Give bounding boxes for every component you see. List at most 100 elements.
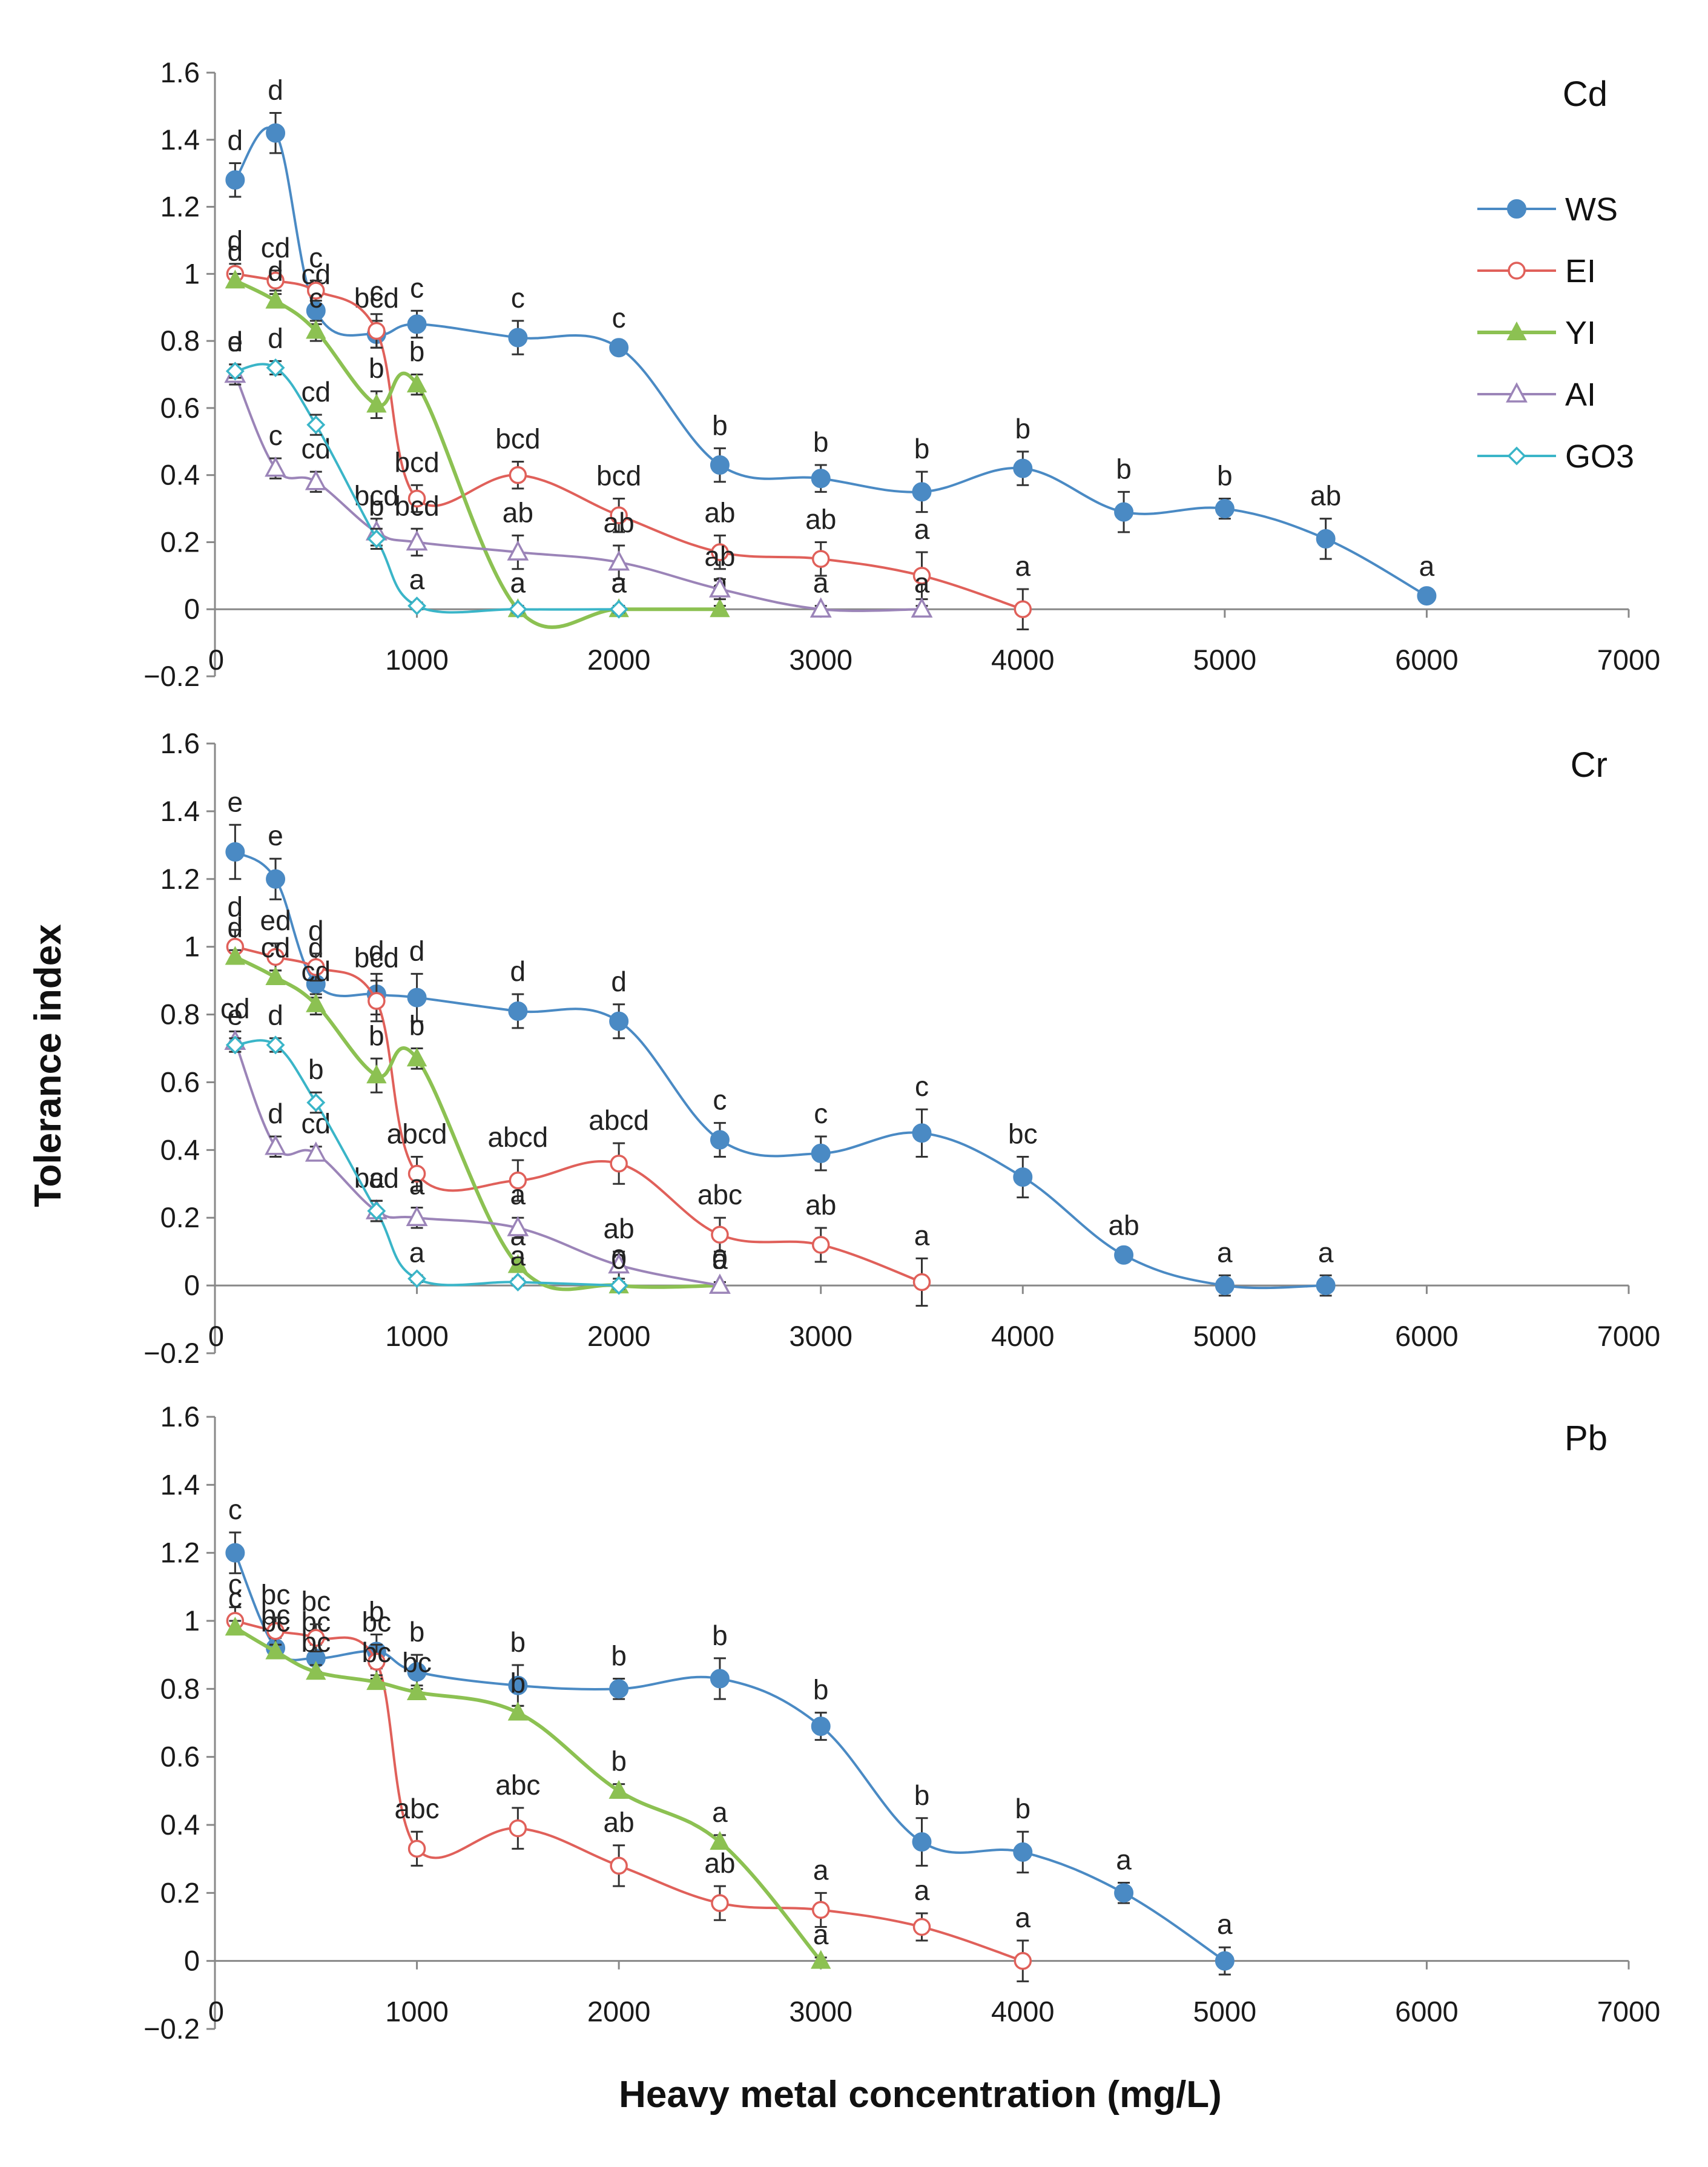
y-axis-title: Tolerance index xyxy=(27,924,69,1207)
significance-label: b xyxy=(611,1746,627,1777)
significance-label: b xyxy=(369,1595,384,1627)
y-tick-label: 0.8 xyxy=(160,1672,200,1704)
data-point xyxy=(609,338,629,358)
x-tick-label: 3000 xyxy=(789,1320,852,1352)
significance-label: a xyxy=(510,1179,526,1210)
significance-label: bc xyxy=(301,1626,331,1658)
legend-entry: EI xyxy=(1565,253,1596,289)
significance-label: a xyxy=(1318,1236,1334,1268)
significance-label: abc xyxy=(495,1769,540,1801)
x-tick-label: 0 xyxy=(208,1996,224,2028)
significance-label: cd xyxy=(261,232,291,263)
significance-label: c xyxy=(269,420,283,451)
significance-label: a xyxy=(1217,1908,1233,1940)
legend-marker xyxy=(1506,382,1528,403)
x-tick-label: 1000 xyxy=(385,1320,449,1352)
data-point xyxy=(407,314,427,334)
significance-label: e xyxy=(228,786,243,817)
x-tick-label: 4000 xyxy=(991,644,1055,676)
significance-label: b xyxy=(1015,1793,1030,1824)
significance-label: ab xyxy=(503,496,533,528)
legend-entry: AI xyxy=(1565,377,1596,413)
significance-label: c xyxy=(228,1569,242,1600)
data-point xyxy=(306,1093,326,1112)
y-tick-label: 0.2 xyxy=(160,1201,200,1233)
data-point xyxy=(307,282,325,300)
data-point xyxy=(507,1216,529,1236)
data-point xyxy=(711,1894,729,1912)
x-tick-label: 6000 xyxy=(1395,644,1459,676)
data-point xyxy=(266,948,285,966)
significance-label: abcd xyxy=(387,1118,447,1150)
data-point xyxy=(1316,1276,1336,1296)
significance-label: a xyxy=(510,567,526,599)
data-point xyxy=(609,1679,629,1699)
x-tick-label: 1000 xyxy=(385,1996,449,2028)
significance-label: b xyxy=(369,352,384,384)
x-tick-label: 0 xyxy=(208,1320,224,1352)
data-point xyxy=(509,1171,527,1190)
data-point xyxy=(811,1236,830,1254)
data-point xyxy=(306,301,326,321)
significance-label: cd xyxy=(301,955,331,987)
significance-label: b xyxy=(369,490,384,521)
legend-marker xyxy=(1506,321,1527,340)
significance-label: c xyxy=(369,275,383,307)
data-point xyxy=(1215,499,1235,519)
significance-label: a xyxy=(1116,1844,1132,1875)
significance-label: b xyxy=(1116,453,1132,484)
data-point xyxy=(1114,1883,1134,1903)
significance-label: d xyxy=(409,935,425,966)
data-point xyxy=(305,470,327,490)
significance-label: bc xyxy=(362,1606,392,1637)
x-tick-label: 5000 xyxy=(1193,644,1257,676)
y-tick-label: 0.8 xyxy=(160,325,200,357)
significance-label: d xyxy=(268,322,283,354)
significance-label: a xyxy=(409,564,425,595)
data-point xyxy=(609,599,628,619)
y-tick-label: 1 xyxy=(184,931,200,963)
data-point xyxy=(608,1253,630,1274)
series-yi: ddcbbaaa xyxy=(225,235,730,629)
significance-label: b xyxy=(813,1674,829,1706)
data-point xyxy=(809,597,832,618)
data-point xyxy=(1215,1276,1235,1296)
legend-marker xyxy=(1508,262,1526,280)
significance-label: bcd xyxy=(354,942,399,974)
data-point xyxy=(305,1141,327,1162)
data-point xyxy=(366,1671,387,1690)
data-point xyxy=(368,322,386,340)
data-point xyxy=(306,320,326,339)
data-point xyxy=(367,529,386,549)
significance-label: a xyxy=(712,1796,728,1828)
data-point xyxy=(507,1701,529,1721)
data-point xyxy=(710,1669,730,1689)
series-line xyxy=(235,272,1023,611)
significance-label: b xyxy=(712,409,728,441)
data-point xyxy=(1013,458,1033,478)
x-tick-label: 2000 xyxy=(587,1996,651,2028)
data-point xyxy=(509,1819,527,1838)
x-tick-label: 3000 xyxy=(789,644,852,676)
data-point xyxy=(709,577,731,598)
data-point xyxy=(307,1629,325,1647)
y-tick-label: 1.4 xyxy=(160,795,200,827)
significance-label: bc xyxy=(301,1586,331,1617)
data-point xyxy=(225,1543,245,1563)
significance-label: d xyxy=(510,955,526,987)
panel-cd: −0.200.20.40.60.811.21.41.60 1000 2000 3000… xyxy=(143,56,1660,692)
significance-label: a xyxy=(1419,550,1435,582)
data-point xyxy=(265,1135,286,1155)
significance-label: bcd xyxy=(394,446,439,478)
data-point xyxy=(508,1273,527,1291)
data-point xyxy=(266,1622,285,1640)
significance-label: d xyxy=(228,911,243,943)
data-point xyxy=(407,1839,426,1858)
data-point xyxy=(225,1035,245,1055)
significance-label: cd xyxy=(301,376,331,407)
data-point xyxy=(710,455,730,475)
data-point xyxy=(912,567,931,585)
x-tick-label: 4000 xyxy=(991,1320,1055,1352)
